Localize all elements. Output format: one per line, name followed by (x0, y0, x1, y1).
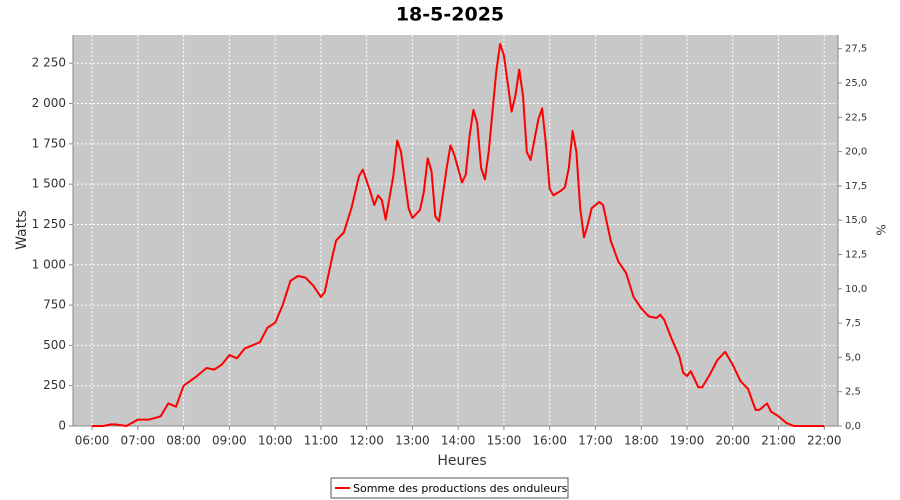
x-tick-label: 22:00 (807, 434, 842, 448)
y-tick-label: 750 (43, 298, 66, 312)
y2-tick-label: 20,0 (845, 147, 867, 158)
y2-tick-label: 0,0 (845, 421, 861, 432)
y2-tick-label: 22,5 (845, 112, 867, 123)
plot-area (73, 35, 838, 426)
x-tick-label: 20:00 (715, 434, 750, 448)
x-tick-label: 06:00 (75, 434, 110, 448)
y-tick-label: 2 000 (32, 96, 66, 110)
x-tick-label: 16:00 (532, 434, 567, 448)
y-tick-label: 500 (43, 338, 66, 352)
y-axis-label: Watts (14, 210, 30, 250)
x-tick-label: 14:00 (441, 434, 476, 448)
data-line (92, 42, 825, 427)
y2-tick-label: 10,0 (845, 284, 867, 295)
y2-tick-label: 5,0 (845, 352, 861, 363)
legend (330, 477, 569, 499)
y-tick-label: 2 250 (32, 56, 66, 70)
x-tick-label: 18:00 (624, 434, 659, 448)
x-tick-label: 21:00 (761, 434, 796, 448)
y-tick-label: 1 750 (32, 136, 66, 150)
x-tick-label: 09:00 (212, 434, 247, 448)
x-tick-label: 10:00 (258, 434, 293, 448)
y2-tick-label: 27,5 (845, 44, 867, 55)
y-tick-label: 0 (58, 419, 66, 433)
x-tick-label: 12:00 (349, 434, 384, 448)
y-tick-label: 1 250 (32, 217, 66, 231)
y2-tick-label: 25,0 (845, 78, 867, 89)
y2-tick-label: 15,0 (845, 215, 867, 226)
y2-tick-label: 12,5 (845, 250, 867, 261)
x-tick-label: 17:00 (578, 434, 613, 448)
x-tick-label: 07:00 (121, 434, 156, 448)
y2-axis-label: % (874, 224, 888, 235)
legend-label: Somme des productions des onduleurs (353, 482, 568, 495)
y-tick-label: 250 (43, 378, 66, 392)
x-axis-label: Heures (437, 453, 486, 469)
y-tick-label: 1 500 (32, 177, 66, 191)
x-tick-label: 08:00 (166, 434, 201, 448)
x-tick-label: 15:00 (487, 434, 522, 448)
x-tick-label: 13:00 (395, 434, 430, 448)
chart-title: 18-5-2025 (396, 4, 504, 26)
x-tick-label: 11:00 (304, 434, 339, 448)
y2-tick-label: 2,5 (845, 387, 861, 398)
x-tick-label: 19:00 (670, 434, 705, 448)
y2-tick-label: 7,5 (845, 318, 861, 329)
y2-tick-label: 17,5 (845, 181, 867, 192)
y-tick-label: 1 000 (32, 257, 66, 271)
